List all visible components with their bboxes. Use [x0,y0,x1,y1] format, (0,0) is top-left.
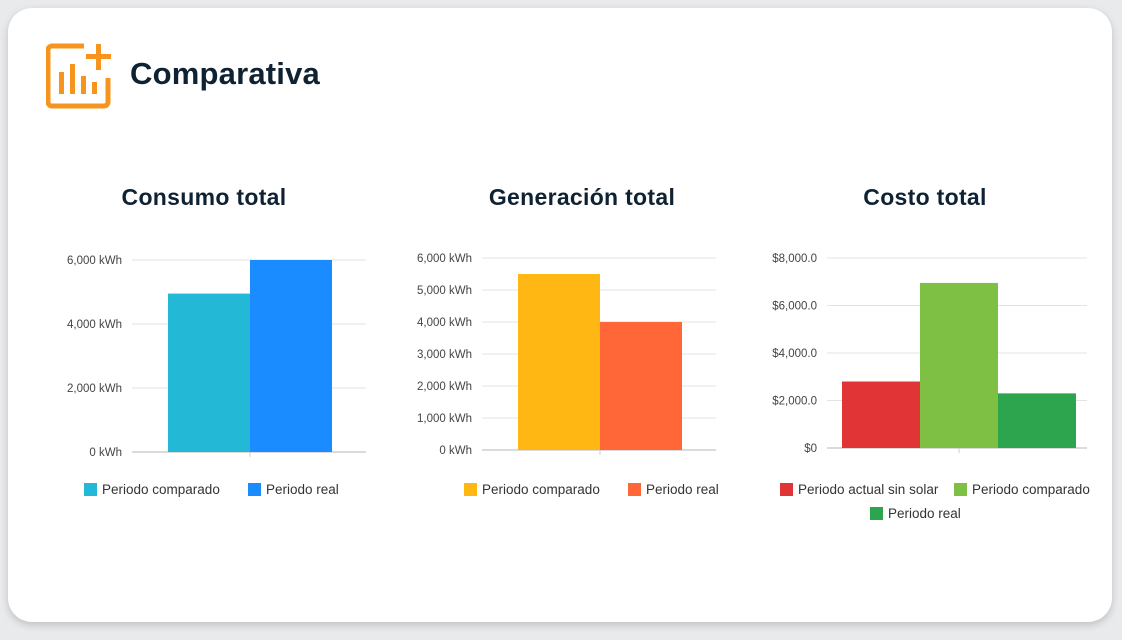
y-tick-label: $2,000.0 [772,396,817,408]
chart-title-consumo: Consumo total [121,184,287,210]
y-tick-label: 1,000 kWh [417,413,472,425]
chart-consumo-total: 0 kWh 2,000 kWh 4,000 kWh 6,000 kWh [67,255,366,459]
y-tick-label: 4,000 kWh [67,319,122,331]
y-tick-label: 2,000 kWh [417,381,472,393]
chart-title-generacion: Generación total [488,184,676,210]
bar-periodo-comparado [168,293,250,452]
legend-swatch [84,483,97,496]
y-tick-label: 3,000 kWh [417,349,472,361]
legend-swatch [464,483,477,496]
y-tick-label: $0 [804,443,817,455]
legend-label: Periodo real [266,482,339,497]
legend-swatch [780,483,793,496]
legend-label: Periodo comparado [972,482,1090,497]
legend-item: Periodo comparado [84,482,220,497]
y-tick-label: 4,000 kWh [417,317,472,329]
legend-item: Periodo actual sin solar [780,482,938,497]
bar-periodo-real [250,260,332,452]
chart-costo-total: $0 $2,000.0 $4,000.0 $6,000.0 $8,000.0 [772,253,1087,455]
legend-item: Periodo comparado [954,482,1090,497]
chart-generacion-total: 0 kWh 1,000 kWh 2,000 kWh 3,000 kWh 4,000 kW… [417,253,716,457]
legend-label: Periodo real [888,506,961,521]
legend-label: Periodo comparado [102,482,220,497]
legend-swatch [870,507,883,520]
y-tick-label: 5,000 kWh [417,285,472,297]
chart-title-costo: Costo total [863,184,987,210]
legend-label: Periodo actual sin solar [798,482,939,497]
y-tick-label: 6,000 kWh [417,253,472,265]
legend-swatch [954,483,967,496]
y-tick-label: 2,000 kWh [67,383,122,395]
legend-item: Periodo real [870,506,961,521]
bar-periodo-actual-sin-solar [842,381,920,448]
legend-swatch [248,483,261,496]
legend-swatch [628,483,641,496]
bar-periodo-comparado [518,274,600,450]
legend-item: Periodo comparado [464,482,600,497]
bar-periodo-real [600,322,682,450]
legend-label: Periodo real [646,482,719,497]
page-title: Comparativa [130,56,320,91]
y-tick-label: 6,000 kWh [67,255,122,267]
legend-label: Periodo comparado [482,482,600,497]
y-tick-label: $8,000.0 [772,253,817,265]
y-tick-label: $4,000.0 [772,348,817,360]
y-tick-label: 0 kWh [89,447,122,459]
legend-item: Periodo real [248,482,339,497]
chart-plus-icon [46,43,111,109]
bar-periodo-comparado [920,282,998,448]
bar-periodo-real [998,393,1076,448]
y-tick-label: 0 kWh [439,445,472,457]
legend-item: Periodo real [628,482,719,497]
y-tick-label: $6,000.0 [772,301,817,313]
